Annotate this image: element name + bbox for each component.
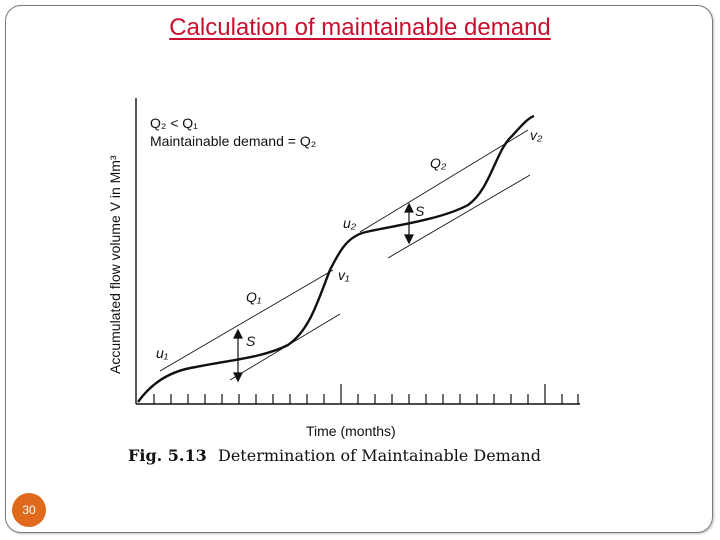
- q2-upper-tangent: [359, 129, 529, 233]
- y-axis-label: Accumulated flow volume V in Mm³: [107, 155, 123, 374]
- mass-curve: [137, 114, 535, 403]
- x-axis-label: Time (months): [306, 423, 396, 439]
- q2-lower-tangent: [387, 174, 531, 259]
- label-v1: v₁: [338, 267, 350, 283]
- x-axis-ticks: [153, 384, 579, 404]
- storage-arrow-2: [404, 202, 414, 245]
- legend-line-1: Q₂ < Q₁: [150, 115, 198, 131]
- label-u1: u₁: [156, 345, 169, 361]
- q1-upper-tangent: [159, 269, 334, 372]
- slide-title: Calculation of maintainable demand: [169, 14, 551, 41]
- label-q2: Q₂: [430, 155, 447, 171]
- legend-line-2: Maintainable demand = Q₂: [150, 133, 316, 149]
- slide-frame: [5, 5, 713, 533]
- label-s2: S: [415, 203, 425, 219]
- page-number-badge: 30: [12, 493, 46, 527]
- figure-caption-text: Determination of Maintainable Demand: [218, 446, 541, 465]
- label-v2: v₂: [530, 127, 543, 143]
- storage-arrow-1: [233, 328, 243, 383]
- label-s1: S: [246, 333, 256, 349]
- label-q1: Q₁: [246, 289, 262, 305]
- label-u2: u₂: [343, 215, 357, 231]
- figure-caption-number: Fig. 5.13: [128, 446, 207, 465]
